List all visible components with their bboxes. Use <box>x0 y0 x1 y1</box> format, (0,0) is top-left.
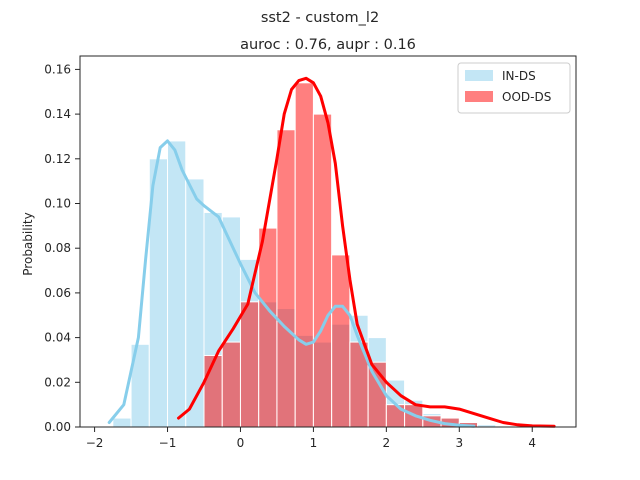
y-tick-label: 0.10 <box>44 197 71 211</box>
bar-ood-ds-1 <box>221 341 241 428</box>
x-tick-label: 3 <box>455 436 463 450</box>
bar-ood-ds-6 <box>312 113 333 428</box>
x-tick-label: 0 <box>237 436 245 450</box>
bar-ood-ds-5 <box>294 82 314 428</box>
legend-label-in-ds: IN-DS <box>502 69 536 83</box>
bar-ood-ds-3 <box>258 227 278 428</box>
plot-area: −2 −1 0 1 2 3 4 0.00 0.02 0.04 0.06 0.08 0.10 0.12 0.1… <box>44 55 577 450</box>
y-tick-label: 0.00 <box>44 420 71 434</box>
y-tick-label: 0.02 <box>44 375 71 389</box>
x-tick-label: −2 <box>86 436 104 450</box>
bar-ood-ds-4 <box>276 129 296 428</box>
chart-title: auroc : 0.76, aupr : 0.16 <box>240 37 416 53</box>
y-tick-label: 0.14 <box>44 107 71 121</box>
x-tick-label: 1 <box>310 436 318 450</box>
y-tick-label: 0.08 <box>44 241 71 255</box>
legend-swatch-in-ds <box>465 70 493 81</box>
y-tick-label: 0.12 <box>44 152 71 166</box>
y-tick-label: 0.16 <box>44 62 71 76</box>
x-tick-label: 2 <box>383 436 391 450</box>
bar-ood-ds-2 <box>239 301 260 428</box>
bar-ood-ds-7 <box>331 254 351 428</box>
bar-in-ds-3 <box>167 140 187 428</box>
y-tick-label: 0.06 <box>44 286 71 300</box>
y-axis-label: Probability <box>21 212 35 275</box>
legend-label-ood-ds: OOD-DS <box>502 90 551 104</box>
legend-swatch-ood-ds <box>465 91 493 102</box>
x-tick-label: 4 <box>528 436 536 450</box>
kde-line-in-ds <box>107 139 476 428</box>
bar-in-ds-0 <box>112 417 132 428</box>
axes-frame <box>79 55 577 428</box>
y-tick-label: 0.04 <box>44 331 71 345</box>
chart-suptitle: sst2 - custom_l2 <box>261 10 379 26</box>
x-tick-label: −1 <box>159 436 177 450</box>
kde-line-ood-ds <box>177 76 556 428</box>
